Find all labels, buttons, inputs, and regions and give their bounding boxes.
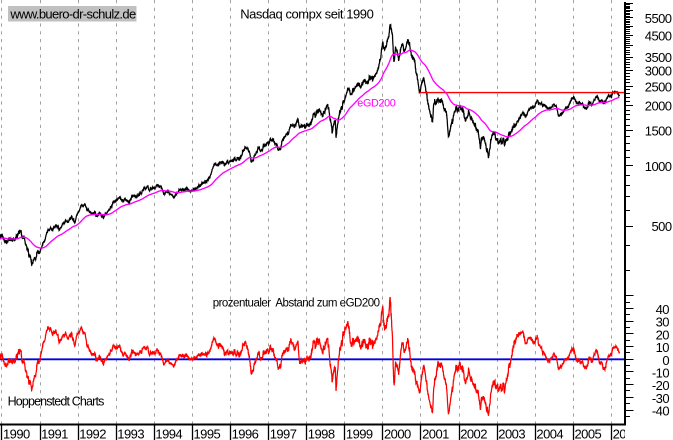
svg-text:2000: 2000 <box>645 99 672 114</box>
svg-text:2004: 2004 <box>536 426 563 440</box>
svg-text:1992: 1992 <box>79 426 106 440</box>
svg-text:1995: 1995 <box>194 426 221 440</box>
svg-text:4500: 4500 <box>645 28 672 43</box>
svg-text:10: 10 <box>656 340 670 355</box>
svg-text:Hoppenstedt Charts: Hoppenstedt Charts <box>8 394 104 408</box>
svg-text:1500: 1500 <box>645 124 672 139</box>
svg-text:2006: 2006 <box>613 426 640 440</box>
svg-text:1000: 1000 <box>645 159 672 174</box>
svg-text:1997: 1997 <box>270 426 297 440</box>
svg-text:0: 0 <box>662 353 669 368</box>
svg-text:www.buero-dr-schulz.de: www.buero-dr-schulz.de <box>9 7 136 22</box>
svg-text:1994: 1994 <box>155 426 182 440</box>
svg-text:1990: 1990 <box>3 426 30 440</box>
svg-text:1999: 1999 <box>346 426 373 440</box>
svg-text:1998: 1998 <box>308 426 335 440</box>
svg-text:2000: 2000 <box>384 426 411 440</box>
svg-text:-10: -10 <box>652 366 669 381</box>
svg-text:prozentualer Abstand zum eGD2: prozentualer Abstand zum eGD200 <box>213 298 380 310</box>
svg-text:3000: 3000 <box>645 64 672 79</box>
svg-text:20: 20 <box>656 327 670 342</box>
svg-text:500: 500 <box>651 219 671 234</box>
svg-text:2002: 2002 <box>460 426 487 440</box>
svg-text:1996: 1996 <box>232 426 259 440</box>
svg-text:-40: -40 <box>652 404 669 419</box>
svg-text:-20: -20 <box>652 378 669 393</box>
svg-text:3500: 3500 <box>645 50 672 65</box>
svg-text:1993: 1993 <box>117 426 144 440</box>
svg-text:2001: 2001 <box>422 426 449 440</box>
svg-text:Nasdaq compx seit 1990: Nasdaq compx seit 1990 <box>240 6 373 21</box>
svg-text:eGD200: eGD200 <box>357 97 395 109</box>
svg-text:-30: -30 <box>652 391 669 406</box>
svg-text:2500: 2500 <box>645 79 672 94</box>
svg-text:1991: 1991 <box>41 426 68 440</box>
svg-text:2005: 2005 <box>575 426 602 440</box>
svg-text:30: 30 <box>656 315 670 330</box>
svg-text:5500: 5500 <box>645 11 672 26</box>
svg-text:40: 40 <box>656 302 670 317</box>
svg-text:2003: 2003 <box>498 426 525 440</box>
